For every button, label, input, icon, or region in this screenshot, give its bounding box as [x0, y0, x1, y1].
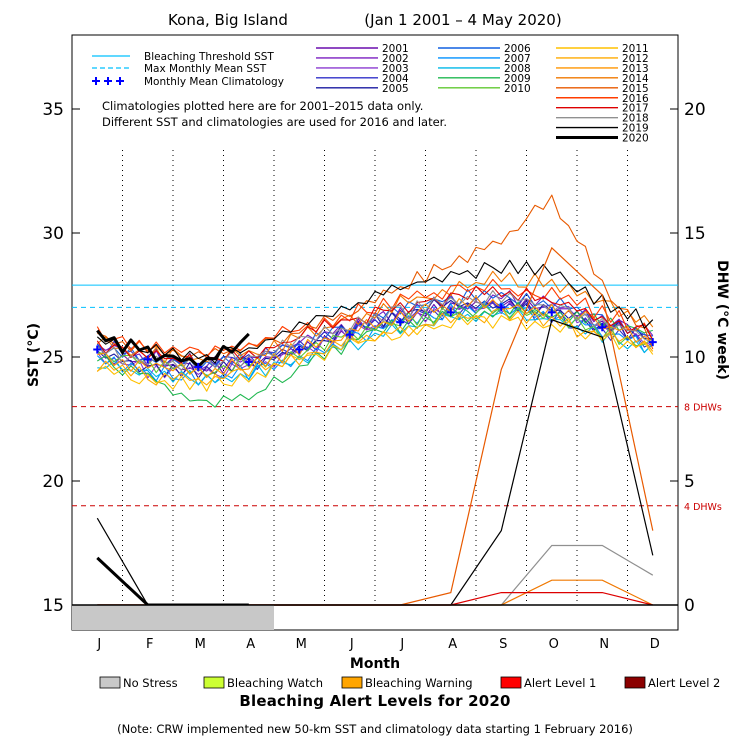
sst-line-2013 [97, 295, 654, 379]
year-legend-label-2015: 2015 [622, 83, 649, 95]
climatology-note-line: Different SST and climatologies are used… [102, 115, 447, 129]
alert-legend-swatch [341, 676, 363, 689]
climatology-point [143, 355, 152, 364]
legend-climatology-swatch [104, 77, 112, 85]
alert-legend-swatch [624, 676, 646, 689]
climatology-point [295, 345, 304, 354]
legend-label: Monthly Mean Climatology [144, 76, 284, 88]
year-legend-label-2010: 2010 [504, 83, 531, 95]
y-right-tick-label: 5 [684, 472, 695, 492]
sst-line-2005 [96, 298, 653, 379]
chart-date-range: (Jan 1 2001 – 4 May 2020) [364, 11, 561, 29]
month-tick-label: M [296, 637, 307, 652]
year-legend-label-2013: 2013 [622, 63, 649, 75]
year-legend-label-2001: 2001 [382, 43, 409, 55]
sst-line-2016 [96, 278, 654, 359]
alert-levels-title: Bleaching Alert Levels for 2020 [239, 692, 511, 710]
legend-climatology-swatch [116, 77, 124, 85]
year-legend-label-2009: 2009 [504, 73, 531, 85]
y-left-tick-label: 20 [42, 472, 64, 492]
year-legend-label-2002: 2002 [382, 53, 409, 65]
climatology-point [93, 345, 102, 354]
y-right-tick-label: 20 [684, 100, 706, 120]
climatology-point [396, 318, 405, 327]
y-right-tick-label: 15 [684, 224, 706, 244]
y-right-tick-label: 10 [684, 348, 706, 368]
legend-label: Bleaching Threshold SST [144, 51, 274, 63]
climatology-point [345, 330, 354, 339]
alert-legend-label: Bleaching Warning [365, 676, 473, 690]
year-legend-label-2016: 2016 [622, 93, 649, 105]
climatology-note-line: Climatologies plotted here are for 2001–… [102, 99, 423, 113]
alert-legend-label: Alert Level 2 [648, 676, 720, 690]
month-tick-label: M [195, 637, 206, 652]
climatology-point [547, 308, 556, 317]
climatology-point [446, 308, 455, 317]
year-legend-label-2007: 2007 [504, 53, 531, 65]
climatology-point [598, 323, 607, 332]
month-tick-label: F [146, 637, 153, 652]
y-right-tick-label: 0 [684, 596, 695, 616]
y-right-axis-label: DHW (°C week) [714, 260, 730, 380]
month-tick-label: J [96, 637, 101, 652]
y-left-axis-label: SST (°C) [26, 323, 42, 387]
month-tick-label: A [448, 637, 457, 652]
chart-title: Kona, Big Island [168, 11, 288, 29]
year-legend-label-2011: 2011 [622, 43, 649, 55]
year-legend-label-2019: 2019 [622, 123, 649, 135]
legend-label: Max Monthly Mean SST [144, 63, 267, 75]
year-legend-label-2003: 2003 [382, 63, 409, 75]
month-tick-label: A [246, 637, 255, 652]
dhw-threshold-label: 4 DHWs [684, 502, 722, 513]
sst-line-2010 [97, 304, 654, 377]
y-left-tick-label: 25 [42, 348, 64, 368]
month-tick-label: O [549, 637, 559, 652]
month-tick-label: J [399, 637, 404, 652]
month-tick-label: J [349, 637, 354, 652]
sst-line-2020 [96, 329, 250, 368]
legend-climatology-swatch [92, 77, 100, 85]
y-left-tick-label: 15 [42, 596, 64, 616]
climatology-point [194, 362, 203, 371]
month-tick-label: S [499, 637, 507, 652]
sst-line-2009 [97, 301, 653, 408]
sst-line-2003 [96, 301, 653, 379]
year-legend-label-2008: 2008 [504, 63, 531, 75]
y-left-tick-label: 30 [42, 224, 64, 244]
alert-legend-swatch [203, 676, 225, 689]
alert-strip-2020 [72, 605, 274, 630]
alert-legend-swatch [500, 676, 522, 689]
year-legend-label-2018: 2018 [622, 113, 649, 125]
climatology-point [497, 303, 506, 312]
sst-line-2019 [96, 259, 654, 364]
year-legend-label-2005: 2005 [382, 83, 409, 95]
x-axis-label: Month [350, 656, 400, 672]
year-legend-label-2014: 2014 [622, 73, 649, 85]
climatology-point [244, 357, 253, 366]
year-legend-label-2017: 2017 [622, 103, 649, 115]
dhw-threshold-label: 8 DHWs [684, 403, 722, 414]
month-tick-label: N [599, 637, 609, 652]
data-note: (Note: CRW implemented new 50-km SST and… [117, 722, 633, 736]
alert-legend-label: No Stress [123, 676, 178, 690]
month-tick-label: D [650, 637, 660, 652]
year-legend-label-2006: 2006 [504, 43, 531, 55]
year-legend-label-2012: 2012 [622, 53, 649, 65]
sst-line-2012 [96, 306, 654, 386]
year-legend-label-2004: 2004 [382, 73, 409, 85]
alert-legend-label: Bleaching Watch [227, 676, 323, 690]
climatology-point [648, 338, 657, 347]
y-left-tick-label: 35 [42, 100, 64, 120]
alert-legend-label: Alert Level 1 [524, 676, 596, 690]
alert-legend-swatch [99, 676, 121, 689]
year-legend-label-2020: 2020 [622, 133, 649, 145]
